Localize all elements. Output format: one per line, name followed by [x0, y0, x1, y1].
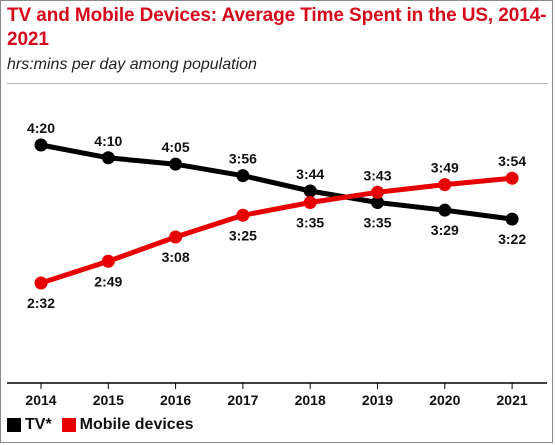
data-point-mobile: [169, 230, 183, 244]
data-label-tv: 3:35: [363, 215, 391, 231]
legend-label-mobile: Mobile devices: [79, 416, 194, 433]
data-point-mobile: [371, 185, 384, 199]
x-tick-label: 2020: [429, 392, 460, 408]
x-tick-label: 2016: [160, 392, 191, 408]
data-label-tv: 4:10: [94, 133, 122, 149]
data-point-mobile: [438, 178, 452, 192]
legend: TV* Mobile devices: [7, 416, 204, 434]
data-label-mobile: 3:54: [498, 153, 526, 169]
x-tick-label: 2017: [227, 392, 258, 408]
data-point-mobile: [236, 208, 250, 222]
data-point-mobile: [505, 171, 519, 185]
title-divider: [7, 83, 548, 84]
legend-item-tv: TV*: [7, 416, 52, 434]
x-tick-label: 2019: [362, 392, 393, 408]
x-tick-label: 2014: [25, 392, 56, 408]
x-tick-label: 2021: [497, 392, 528, 408]
data-point-tv: [303, 184, 317, 198]
chart-title: TV and Mobile Devices: Average Time Spen…: [7, 5, 547, 50]
legend-item-mobile: Mobile devices: [61, 416, 194, 434]
data-point-tv: [169, 157, 183, 171]
legend-swatch-mobile: [61, 418, 76, 432]
data-point-mobile: [101, 254, 115, 268]
data-point-tv: [101, 151, 115, 165]
series-line-tv: [38, 142, 515, 222]
data-point-tv: [236, 169, 250, 183]
x-tick-label: 2018: [295, 392, 326, 408]
data-label-tv: 4:05: [162, 139, 190, 155]
data-point-tv: [371, 196, 384, 209]
data-label-mobile: 2:49: [94, 273, 122, 289]
data-point-mobile: [303, 196, 317, 209]
data-label-tv: 3:44: [296, 166, 324, 182]
data-label-mobile: 3:35: [296, 215, 324, 231]
series-line-mobile: [38, 175, 515, 286]
data-label-tv: 3:22: [498, 231, 526, 247]
data-label-mobile: 3:08: [162, 249, 190, 265]
legend-label-tv: TV*: [25, 416, 52, 433]
data-label-mobile: 3:49: [431, 160, 459, 176]
data-point-mobile: [34, 276, 48, 290]
data-point-tv: [438, 203, 452, 217]
data-label-mobile: 3:43: [363, 167, 391, 183]
legend-swatch-tv: [7, 418, 21, 432]
data-label-mobile: 3:25: [229, 227, 257, 243]
data-label-tv: 3:56: [229, 151, 257, 167]
data-label-mobile: 2:32: [27, 295, 55, 311]
data-point-tv: [34, 138, 48, 152]
data-label-tv: 4:20: [27, 120, 55, 136]
chart-subtitle: hrs:mins per day among population: [7, 56, 257, 73]
data-label-tv: 3:29: [431, 222, 459, 238]
x-tick-label: 2015: [93, 392, 124, 408]
data-point-tv: [505, 212, 519, 226]
